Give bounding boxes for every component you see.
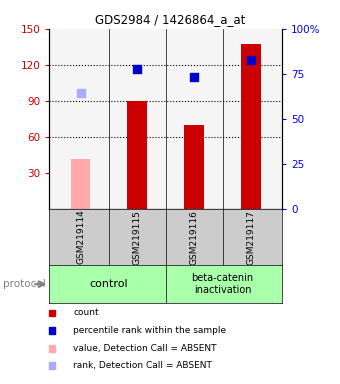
Text: value, Detection Call = ABSENT: value, Detection Call = ABSENT bbox=[73, 344, 217, 353]
Text: GSM219117: GSM219117 bbox=[246, 210, 255, 265]
Text: beta-catenin
inactivation: beta-catenin inactivation bbox=[191, 273, 254, 295]
Bar bbox=[128, 101, 147, 209]
Text: count: count bbox=[73, 308, 99, 318]
Text: GSM219116: GSM219116 bbox=[190, 210, 199, 265]
Text: percentile rank within the sample: percentile rank within the sample bbox=[73, 326, 226, 335]
Bar bbox=[241, 45, 261, 209]
Bar bbox=[184, 125, 204, 209]
Text: control: control bbox=[90, 279, 128, 289]
Point bbox=[78, 89, 83, 96]
Text: protocol: protocol bbox=[3, 279, 46, 289]
Point bbox=[135, 65, 140, 71]
Point bbox=[191, 74, 197, 80]
Point bbox=[248, 57, 254, 63]
Text: rank, Detection Call = ABSENT: rank, Detection Call = ABSENT bbox=[73, 361, 212, 371]
Text: GSM219114: GSM219114 bbox=[76, 210, 85, 265]
Text: GSM219115: GSM219115 bbox=[133, 210, 142, 265]
Bar bbox=[71, 159, 90, 209]
Text: GDS2984 / 1426864_a_at: GDS2984 / 1426864_a_at bbox=[95, 13, 245, 26]
